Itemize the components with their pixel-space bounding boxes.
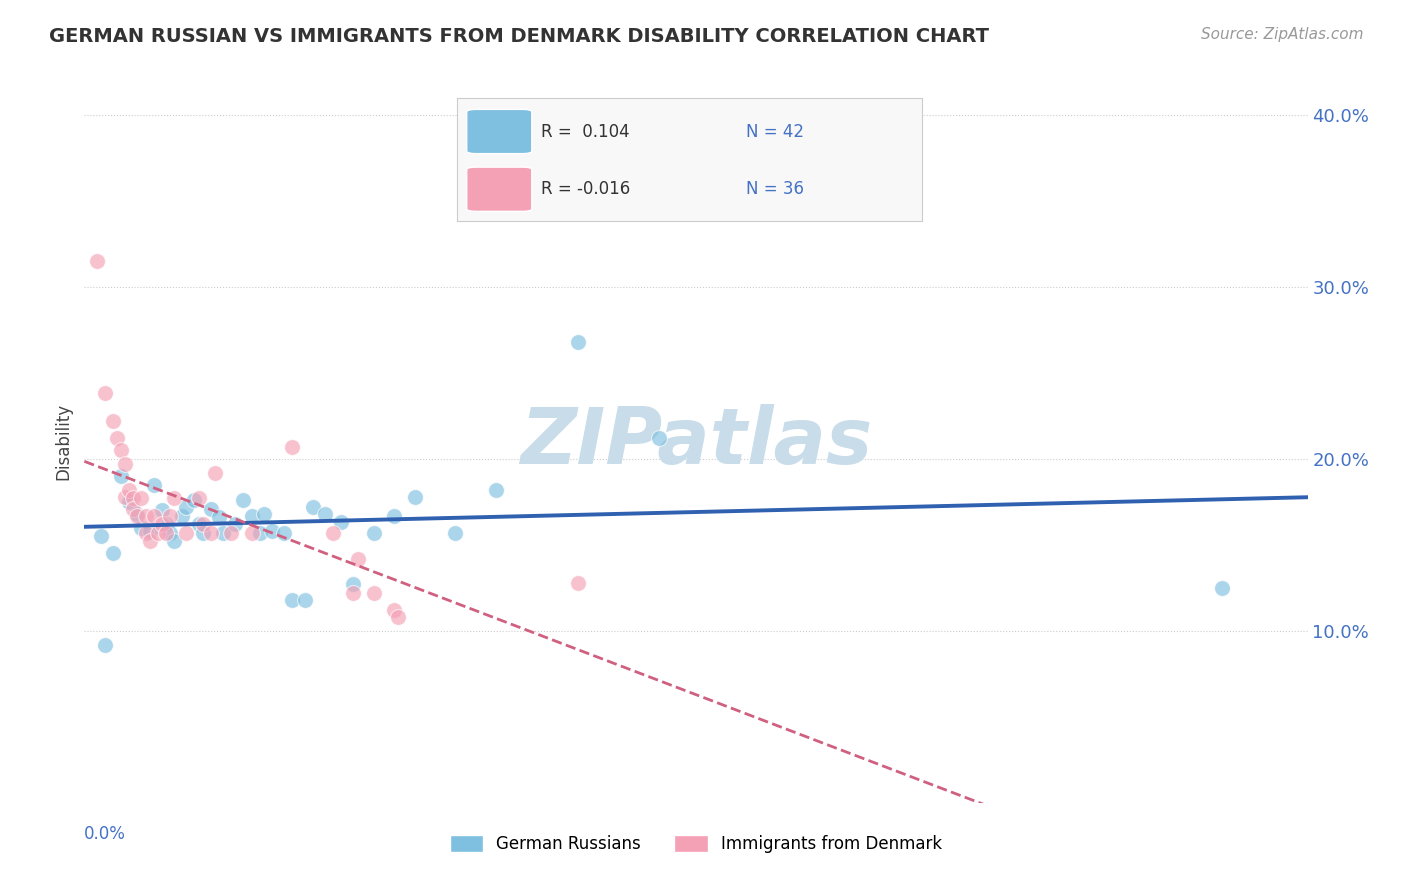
Point: [142, 477, 165, 491]
Point: [1211, 581, 1233, 595]
Point: [212, 525, 235, 540]
Point: [240, 525, 263, 540]
Point: [101, 546, 124, 560]
Point: [404, 490, 426, 504]
Text: 0.0%: 0.0%: [84, 825, 127, 843]
Point: [567, 334, 589, 349]
Point: [281, 592, 304, 607]
Point: [150, 517, 173, 532]
Point: [200, 501, 222, 516]
Point: [648, 431, 671, 445]
Point: [118, 494, 141, 508]
Point: [93, 386, 115, 401]
Point: [240, 508, 263, 523]
Point: [90, 529, 112, 543]
Point: [382, 603, 405, 617]
Point: [253, 507, 276, 521]
Point: [174, 500, 197, 514]
Point: [150, 503, 173, 517]
Point: [485, 483, 508, 497]
Point: [142, 508, 165, 523]
Point: [191, 525, 214, 540]
Text: Source: ZipAtlas.com: Source: ZipAtlas.com: [1201, 27, 1364, 42]
Point: [101, 414, 124, 428]
Point: [110, 469, 132, 483]
Point: [86, 253, 108, 268]
Point: [363, 586, 385, 600]
Point: [342, 577, 364, 591]
Text: ZIPatlas: ZIPatlas: [520, 403, 872, 480]
Point: [183, 493, 205, 508]
Text: GERMAN RUSSIAN VS IMMIGRANTS FROM DENMARK DISABILITY CORRELATION CHART: GERMAN RUSSIAN VS IMMIGRANTS FROM DENMAR…: [49, 27, 990, 45]
Point: [159, 508, 181, 523]
Point: [322, 525, 344, 540]
Point: [260, 524, 283, 538]
Point: [567, 575, 589, 590]
Point: [232, 493, 254, 508]
Point: [131, 491, 153, 506]
Point: [155, 525, 177, 540]
Point: [301, 500, 323, 514]
Legend: German Russians, Immigrants from Denmark: German Russians, Immigrants from Denmark: [443, 828, 949, 860]
Point: [93, 638, 115, 652]
Point: [122, 491, 145, 506]
Point: [127, 507, 149, 521]
Point: [314, 507, 336, 521]
Point: [200, 525, 222, 540]
Point: [135, 508, 157, 523]
Point: [249, 525, 271, 540]
Point: [174, 525, 197, 540]
Point: [273, 525, 295, 540]
Point: [208, 510, 231, 524]
Point: [118, 483, 141, 497]
Point: [342, 586, 364, 600]
Point: [127, 508, 149, 523]
Point: [138, 534, 160, 549]
Point: [159, 525, 181, 540]
Point: [191, 517, 214, 532]
Point: [122, 501, 145, 516]
Point: [382, 508, 405, 523]
Y-axis label: Disability: Disability: [55, 403, 73, 480]
Point: [219, 525, 242, 540]
Point: [224, 517, 246, 532]
Point: [163, 534, 186, 549]
Point: [363, 525, 385, 540]
Point: [135, 525, 157, 540]
Point: [131, 520, 153, 534]
Point: [330, 516, 353, 530]
Point: [281, 440, 304, 454]
Point: [187, 491, 209, 506]
Point: [387, 610, 409, 624]
Point: [114, 457, 136, 471]
Point: [110, 443, 132, 458]
Point: [204, 466, 226, 480]
Point: [187, 517, 209, 532]
Point: [138, 524, 160, 538]
Point: [346, 551, 368, 566]
Point: [172, 508, 194, 523]
Point: [444, 525, 467, 540]
Point: [163, 491, 186, 506]
Point: [294, 592, 316, 607]
Point: [114, 490, 136, 504]
Point: [155, 517, 177, 532]
Point: [105, 431, 128, 445]
Point: [146, 525, 169, 540]
